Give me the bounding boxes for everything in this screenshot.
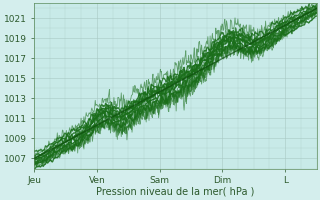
X-axis label: Pression niveau de la mer( hPa ): Pression niveau de la mer( hPa ): [96, 187, 254, 197]
